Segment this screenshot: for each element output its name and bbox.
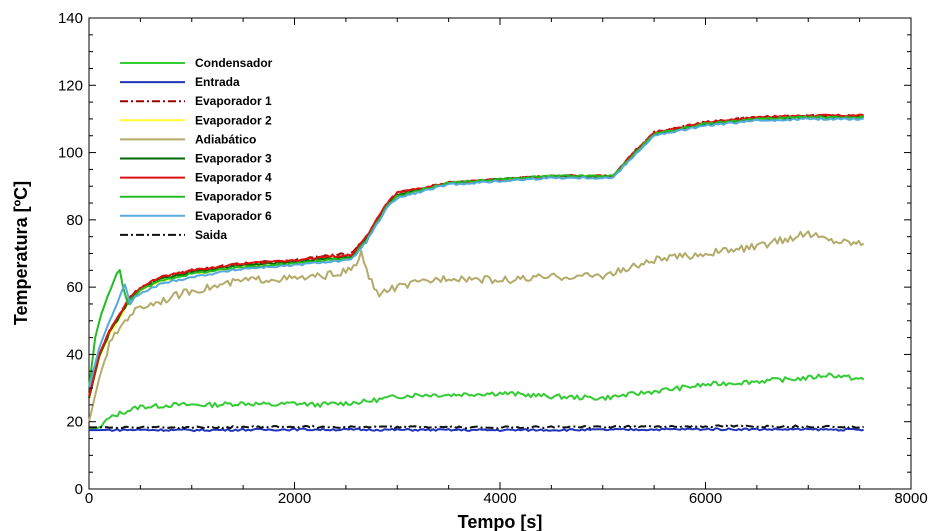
x-tick-label: 4000	[483, 490, 516, 507]
y-tick-label: 80	[66, 212, 83, 229]
legend-label-4: Adiabático	[195, 132, 256, 146]
y-tick-label: 100	[58, 145, 83, 162]
series-line-9	[89, 424, 865, 430]
legend-label-6: Evaporador 4	[195, 171, 272, 185]
legend-label-3: Evaporador 2	[195, 113, 272, 127]
y-tick-label: 0	[75, 481, 83, 498]
legend-label-1: Entrada	[195, 75, 240, 89]
legend: Condensador Entrada Evaporador 1 Evaporador…	[120, 56, 273, 242]
legend-label-9: Saida	[195, 228, 227, 242]
series-line-0	[89, 372, 865, 430]
series-line-4	[88, 230, 865, 422]
legend-label-8: Evaporador 6	[195, 209, 272, 223]
y-tick-label: 140	[58, 10, 83, 27]
series-layer	[88, 113, 865, 433]
ticks-layer: 0 2000 4000 6000 8000 0 20 40 60 80 100 120 140	[58, 10, 928, 507]
x-tick-label: 2000	[278, 490, 311, 507]
x-tick-label: 0	[85, 490, 93, 507]
series-line-7	[88, 115, 865, 389]
legend-label-7: Evaporador 5	[195, 190, 272, 204]
y-tick-label: 120	[58, 77, 83, 94]
series-line-8	[88, 116, 864, 389]
x-tick-label: 6000	[689, 490, 722, 507]
x-axis-title: Tempo [s]	[458, 512, 543, 531]
legend-label-0: Condensador	[195, 56, 273, 70]
y-tick-label: 40	[66, 346, 83, 363]
legend-label-5: Evaporador 3	[195, 152, 272, 166]
x-tick-label: 8000	[894, 490, 927, 507]
y-tick-label: 20	[66, 414, 83, 431]
y-axis-title: Temperatura [ºC]	[11, 181, 31, 325]
series-line-1	[89, 427, 864, 433]
y-tick-label: 60	[66, 279, 83, 296]
legend-label-2: Evaporador 1	[195, 94, 272, 108]
